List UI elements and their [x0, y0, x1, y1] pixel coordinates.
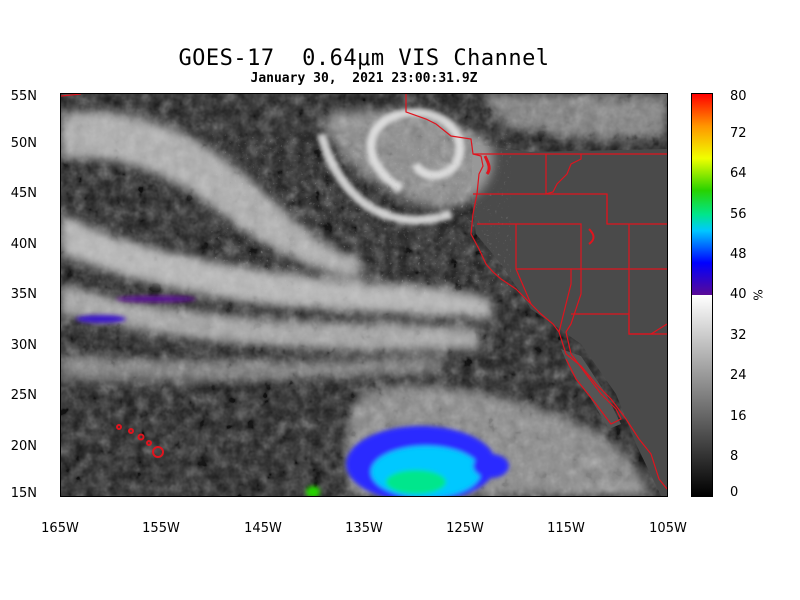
lon-label: 135W [345, 521, 383, 536]
colorbar-tick: 48 [730, 247, 747, 262]
baja-peninsula [561, 349, 621, 429]
lat-label: 40N [10, 237, 37, 252]
colorbar-tick: 56 [730, 207, 747, 222]
lon-label: 145W [244, 521, 282, 536]
lon-label: 165W [41, 521, 79, 536]
satellite-image-map [60, 93, 668, 497]
colorbar-tick: 72 [730, 126, 747, 141]
colorbar-tick: 16 [730, 409, 747, 424]
lat-label: 15N [10, 486, 37, 501]
colorbar-unit: % [750, 289, 765, 301]
colorbar [691, 93, 713, 497]
state-borders [61, 94, 667, 490]
colorbar-tick: 32 [730, 328, 747, 343]
lat-label: 45N [10, 186, 37, 201]
lat-label: 30N [10, 338, 37, 353]
colorbar-tick: 64 [730, 166, 747, 181]
lon-label: 115W [547, 521, 585, 536]
chart-title: GOES-17 0.64μm VIS Channel [178, 46, 550, 71]
lat-label: 55N [10, 89, 37, 104]
land-area [471, 144, 667, 496]
colorbar-tick: 80 [730, 89, 747, 104]
lon-label: 125W [446, 521, 484, 536]
lat-label: 35N [10, 287, 37, 302]
colorbar-tick: 24 [730, 368, 747, 383]
chart-subtitle: January 30, 2021 23:00:31.9Z [250, 71, 478, 86]
hawaiian-islands [116, 424, 164, 458]
colorbar-tick: 40 [730, 287, 747, 302]
colorbar-tick: 0 [730, 485, 739, 500]
lon-label: 155W [142, 521, 180, 536]
lon-label: 105W [649, 521, 687, 536]
lat-label: 25N [10, 388, 37, 403]
lat-label: 50N [10, 136, 37, 151]
colorbar-tick: 8 [730, 449, 739, 464]
bright-cloud-cluster [76, 296, 509, 496]
cumulus-speckle [211, 134, 511, 294]
lat-label: 20N [10, 439, 37, 454]
